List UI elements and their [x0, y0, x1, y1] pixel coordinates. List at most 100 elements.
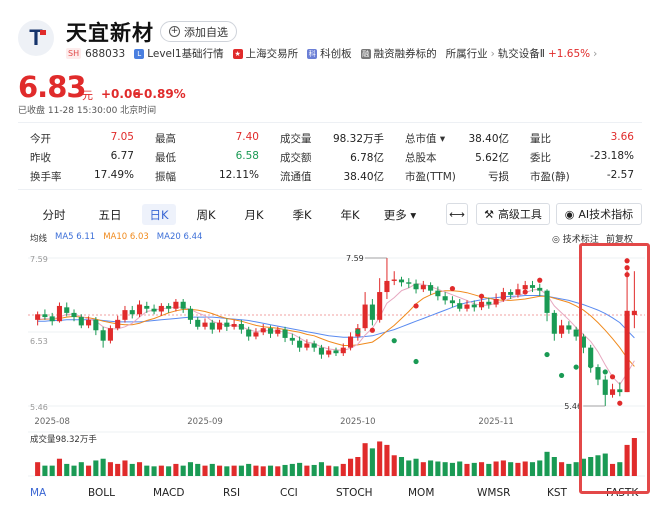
stat-value: 12.11%: [218, 169, 259, 181]
indicator-stoch[interactable]: STOCH: [336, 487, 373, 499]
china-flag-icon: ★: [232, 48, 243, 59]
compare-button[interactable]: ⟷: [446, 203, 468, 225]
candle-body: [253, 332, 259, 337]
signal-dot: [624, 272, 630, 278]
indicator-ma[interactable]: MA: [30, 487, 47, 499]
candle-body: [602, 379, 608, 395]
tag-margin[interactable]: 融 融资融券标的: [360, 46, 437, 61]
indicator-macd[interactable]: MACD: [153, 487, 185, 499]
tag-level1[interactable]: L Level1基础行情: [134, 46, 224, 61]
volume-bar: [464, 463, 470, 476]
volume-bar: [64, 463, 70, 476]
stat-value: -23.18%: [590, 150, 634, 162]
candle-body: [217, 322, 223, 330]
candle-body: [435, 290, 441, 297]
candle-body: [377, 292, 383, 320]
candle-body: [246, 329, 252, 337]
stat-8: 总股本 5.62亿: [405, 150, 509, 164]
volume-bar: [282, 464, 288, 476]
candle-body: [86, 319, 92, 326]
tab-2[interactable]: 日K: [142, 204, 176, 225]
ai-indicator-button[interactable]: ◉ AI技术指标: [556, 203, 642, 225]
indicator-kst[interactable]: KST: [547, 487, 567, 499]
ma10-line: [37, 290, 635, 367]
volume-bar: [260, 466, 266, 476]
candle-body: [580, 336, 586, 348]
tab-5[interactable]: 季K: [292, 207, 312, 222]
candle-body: [573, 329, 579, 337]
stat-value: 7.05: [110, 131, 134, 143]
tag-margin-label: 融资融券标的: [373, 48, 437, 60]
candle-body: [566, 325, 572, 330]
tag-star-market-label: 科创板: [320, 48, 352, 60]
volume-bar: [420, 462, 426, 476]
tech-annotation-toggle[interactable]: ◎ 技术标注: [552, 232, 599, 245]
volume-bar: [93, 460, 99, 476]
volume-bar: [275, 466, 281, 476]
candle-body: [348, 336, 354, 348]
volume-bar: [398, 457, 405, 476]
exchange-badge: SH: [66, 48, 82, 59]
signal-dot: [624, 258, 630, 264]
level1-icon: L: [134, 48, 145, 59]
add-watchlist-button[interactable]: + 添加自选: [160, 21, 237, 42]
tab-1[interactable]: 五日: [98, 207, 122, 222]
candle-body: [457, 303, 463, 309]
price-adjust-select[interactable]: 前复权: [606, 235, 634, 245]
industry-link[interactable]: 所属行业 › 轨交设备Ⅱ +1.65% ›: [446, 46, 598, 61]
stat-label: 最高: [155, 133, 176, 145]
stat-value: 38.40亿: [343, 171, 384, 183]
stat-value: 38.40亿: [468, 133, 509, 145]
stat-value: -2.57: [606, 169, 634, 181]
market-status: 已收盘 11-28 15:30:00 北京时间: [18, 106, 157, 116]
indicator-mom[interactable]: MOM: [408, 487, 435, 499]
stat-4: 量比 3.66: [530, 131, 634, 145]
candle-body: [136, 304, 143, 315]
candle-body: [180, 301, 186, 309]
advanced-tools-label: 高级工具: [497, 208, 542, 221]
stat-label: 成交额: [280, 152, 312, 164]
tab-3[interactable]: 周K: [196, 207, 216, 222]
indicator-rsi[interactable]: RSI: [223, 487, 241, 499]
volume-bar: [86, 465, 92, 476]
signal-dot: [558, 372, 565, 379]
candle-body: [166, 305, 172, 309]
volume-bar: [297, 462, 303, 476]
volume-bar: [173, 463, 179, 476]
indicator-wmsr[interactable]: WMSR: [477, 487, 511, 499]
candle-body: [267, 328, 274, 334]
indicator-cci[interactable]: CCI: [280, 487, 298, 499]
candle-body: [318, 347, 324, 355]
tag-star-market[interactable]: 科 科创板: [307, 46, 352, 61]
y-tick-label: 6.53: [30, 337, 48, 346]
tab-4[interactable]: 月K: [244, 207, 264, 222]
volume-bar: [580, 458, 586, 476]
candle-body: [297, 340, 303, 348]
candle-body: [93, 319, 99, 331]
candle-body: [617, 389, 623, 393]
volume-bar: [500, 460, 506, 476]
candle-body: [333, 350, 339, 354]
candle-body: [471, 304, 477, 308]
indicator-boll[interactable]: BOLL: [88, 487, 115, 499]
industry-name: 轨交设备Ⅱ: [497, 48, 545, 60]
candle-body: [522, 285, 528, 290]
volume-bar: [158, 465, 164, 476]
volume-bar: [609, 463, 616, 476]
candle-body: [588, 347, 594, 368]
tab-0[interactable]: 分时: [42, 207, 66, 222]
candle-body: [144, 305, 150, 309]
volume-bar: [602, 453, 608, 476]
volume-bar: [246, 463, 252, 476]
volume-bar: [449, 462, 455, 476]
volume-bar: [406, 460, 412, 476]
indicator-fastk[interactable]: FASTK: [606, 487, 639, 499]
signal-dot: [537, 277, 543, 283]
volume-bar: [195, 463, 201, 476]
tab-6[interactable]: 年K: [340, 207, 360, 222]
tag-exchange[interactable]: ★ 上海交易所: [232, 46, 298, 61]
tab-7[interactable]: 更多 ▾: [383, 207, 417, 222]
stat-10: 换手率 17.49%: [30, 169, 134, 183]
advanced-tools-button[interactable]: ⚒ 高级工具: [476, 203, 550, 225]
